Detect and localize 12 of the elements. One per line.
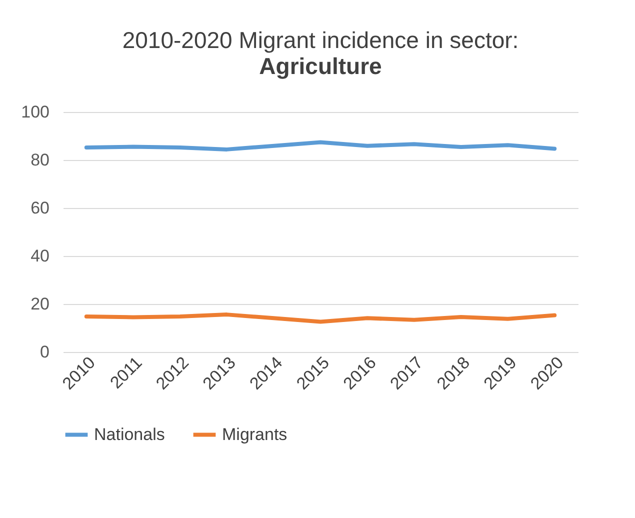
y-tick-label: 20 [30,294,50,314]
y-tick-label: 40 [30,246,50,266]
line-series [84,140,557,152]
line-series [84,312,557,324]
legend-label: Nationals [94,424,165,444]
chart-title: 2010-2020 Migrant incidence in sector: [122,27,519,53]
legend-label: Migrants [222,424,288,444]
y-tick-label: 0 [40,342,50,362]
y-tick-label: 60 [30,198,50,218]
y-tick-label: 80 [30,150,50,170]
y-tick-label: 100 [21,102,50,122]
chart-subtitle: Agriculture [259,53,382,79]
